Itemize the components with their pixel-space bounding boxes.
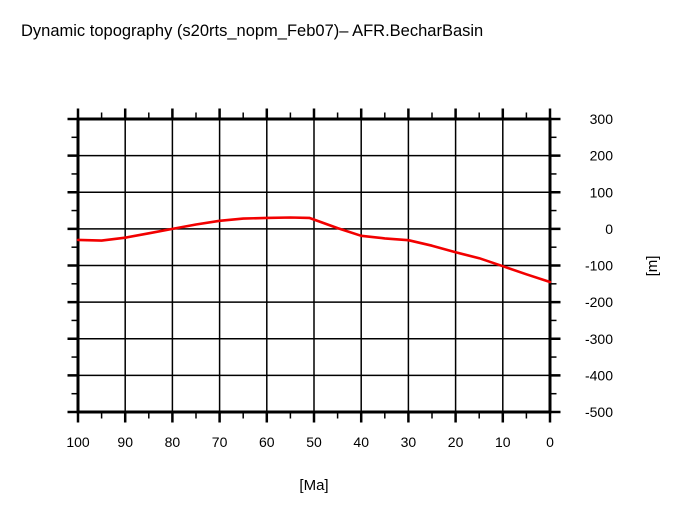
y-tick-label: -200 [585, 294, 613, 310]
chart-title: Dynamic topography (s20rts_nopm_Feb07)– … [21, 22, 484, 40]
y-tick-label: -500 [585, 404, 613, 420]
y-tick-label: 0 [605, 221, 613, 237]
x-tick-label: 90 [117, 434, 133, 450]
y-tick-label: -100 [585, 258, 613, 274]
x-tick-label: 80 [165, 434, 181, 450]
y-axis-label: [m] [644, 256, 661, 277]
x-axis-label: [Ma] [299, 477, 328, 494]
x-tick-label: 50 [306, 434, 322, 450]
x-tick-label: 100 [66, 434, 90, 450]
x-tick-label: 60 [259, 434, 275, 450]
y-tick-label: -400 [585, 367, 613, 383]
x-tick-label: 30 [401, 434, 417, 450]
y-tick-label: -300 [585, 331, 613, 347]
plot-frame [76, 117, 552, 414]
x-tick-label: 40 [353, 434, 369, 450]
x-tick-label: 20 [448, 434, 464, 450]
x-tick-label: 10 [495, 434, 511, 450]
data-curve [76, 216, 552, 284]
y-tick-label: 300 [590, 111, 614, 127]
x-tick-label: 0 [546, 434, 554, 450]
x-tick-label: 70 [212, 434, 228, 450]
y-tick-label: 200 [590, 148, 614, 164]
y-tick-label: 100 [590, 184, 614, 200]
